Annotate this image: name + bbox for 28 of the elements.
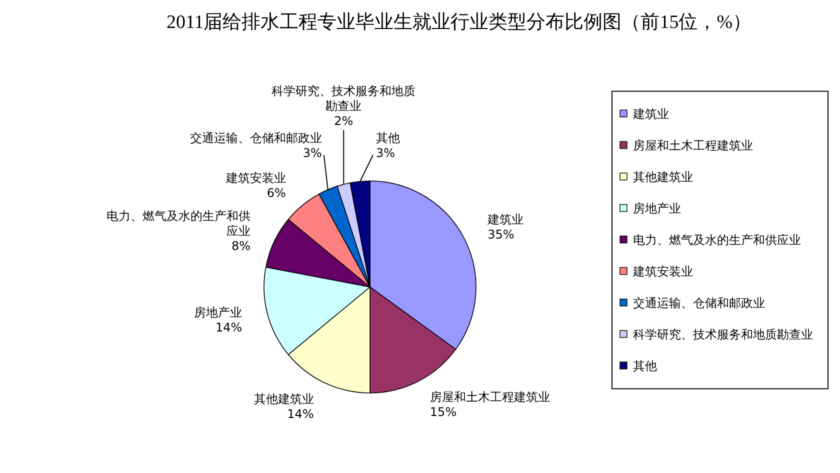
legend-label: 建筑安装业 bbox=[632, 264, 693, 278]
data-label: 6% bbox=[266, 186, 286, 200]
slice-label: 科学研究、技术服务和地质勘查业 bbox=[272, 84, 416, 113]
legend-label: 房地产业 bbox=[633, 202, 681, 216]
legend-label: 建筑业 bbox=[632, 107, 669, 121]
legend-label: 其他建筑业 bbox=[633, 170, 693, 184]
data-label: 14% bbox=[215, 320, 242, 334]
slice-label: 建筑业 bbox=[486, 212, 524, 227]
data-label: 3% bbox=[376, 146, 396, 160]
legend-label: 交通运输、仓储和邮政业 bbox=[633, 296, 765, 310]
data-label: 35% bbox=[488, 228, 514, 242]
chart-title: 2011届给排水工程专业毕业生就业行业类型分布比例图（前15位，%） bbox=[166, 12, 752, 33]
slice-label: 其他建筑业 bbox=[254, 392, 314, 406]
data-label: 3% bbox=[302, 146, 322, 160]
slice-label: 电力、燃气及水的生产和供应业 bbox=[106, 208, 251, 238]
slice-label: 建筑安装业 bbox=[224, 170, 286, 185]
slice-label: 房屋和土木工程建筑业 bbox=[430, 390, 550, 404]
legend-label: 其他 bbox=[633, 359, 657, 373]
data-label: 2% bbox=[334, 114, 354, 128]
legend-label: 科学研究、技术服务和地质勘查业 bbox=[633, 328, 813, 342]
legend-label: 房屋和土木工程建筑业 bbox=[633, 138, 753, 152]
data-label: 14% bbox=[287, 406, 314, 421]
legend-label: 电力、燃气及水的生产和供应业 bbox=[633, 233, 801, 247]
slice-label: 房地产业 bbox=[194, 305, 242, 320]
slice-label: 交通运输、仓储和邮政业 bbox=[190, 131, 322, 145]
slice-label: 其他 bbox=[376, 131, 400, 145]
data-label: 8% bbox=[232, 238, 251, 253]
data-label: 15% bbox=[430, 405, 457, 420]
